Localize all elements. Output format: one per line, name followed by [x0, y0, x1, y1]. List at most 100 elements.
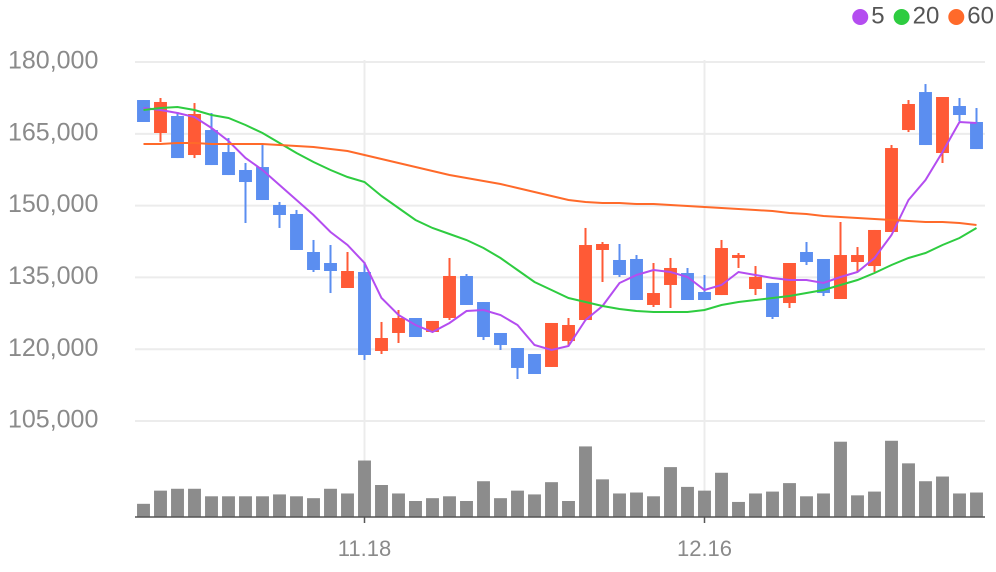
volume-bar [664, 467, 677, 517]
volume-bar [443, 496, 456, 517]
candle-body [392, 318, 405, 333]
ma-line [143, 107, 977, 352]
y-tick-label: 120,000 [8, 334, 98, 362]
candle-body [783, 263, 796, 304]
candle-body [375, 338, 388, 351]
legend-label: 60 [967, 2, 994, 29]
volume-bar [732, 501, 745, 517]
candle-body [851, 255, 864, 263]
volume-bar [137, 503, 150, 517]
volume-bar [817, 493, 830, 517]
volume-bar [851, 495, 864, 517]
volume-bar [613, 493, 626, 517]
volume-bar [970, 492, 983, 517]
candle-body [273, 204, 286, 215]
ma-line [143, 142, 977, 226]
candle-body [511, 348, 524, 368]
volume-bar [579, 446, 592, 517]
x-tick-label: 12.16 [677, 536, 732, 561]
candle-body [528, 354, 541, 375]
volume-bar [494, 498, 507, 517]
candle-body [647, 293, 660, 305]
volume-bar [766, 491, 779, 517]
volume-bar [154, 490, 167, 517]
candle-body [358, 272, 371, 356]
volume-bar [936, 476, 949, 517]
candle-body [596, 244, 609, 250]
volume-bar [460, 501, 473, 517]
volume-bar [239, 496, 252, 517]
volume-bars [137, 440, 983, 517]
candle-body [188, 114, 201, 156]
volume-bar [681, 486, 694, 517]
legend: 60 20 5 [852, 2, 994, 29]
volume-bar [562, 501, 575, 517]
candle-body [477, 302, 490, 338]
candle-body [545, 322, 558, 367]
volume-bar [596, 479, 609, 517]
volume-bar [324, 488, 337, 517]
candle-body [630, 258, 643, 301]
volume-bar [222, 496, 235, 517]
grid [135, 60, 985, 517]
legend-swatch [852, 9, 869, 25]
candle-body [698, 292, 711, 301]
volume-bar [358, 460, 371, 517]
volume-bar [205, 496, 218, 517]
x-tick-label: 11.18 [338, 536, 391, 561]
candles [137, 84, 983, 379]
volume-bar [749, 493, 762, 517]
candle-body [494, 332, 507, 346]
legend-label: 20 [913, 2, 940, 29]
candle-body [256, 167, 269, 201]
volume-bar [392, 493, 405, 517]
candle-body [307, 251, 320, 270]
candle-body [817, 258, 830, 294]
candle-body [205, 130, 218, 166]
candle-body [239, 170, 252, 183]
y-tick-label: 165,000 [8, 118, 98, 146]
legend-label: 5 [871, 2, 884, 29]
volume-bar [528, 494, 541, 517]
volume-bar [647, 496, 660, 517]
volume-bar [698, 490, 711, 517]
axes: 105,000 120,000 135,000 150,000 165,000 180,0… [8, 47, 985, 561]
candle-body [766, 282, 779, 318]
volume-bar [953, 493, 966, 517]
candle-body [613, 259, 626, 276]
volume-bar [783, 483, 796, 517]
volume-bar [256, 496, 269, 517]
moving-averages [143, 105, 978, 352]
volume-bar [273, 494, 286, 517]
y-tick-label: 105,000 [8, 406, 98, 434]
volume-bar [375, 485, 388, 517]
volume-bar [307, 498, 320, 517]
candle-body [970, 121, 983, 150]
candle-body [885, 148, 898, 232]
candle-body [324, 263, 337, 272]
volume-bar [341, 493, 354, 517]
y-tick-label: 150,000 [8, 190, 98, 218]
volume-bar [477, 481, 490, 517]
volume-bar [171, 488, 184, 517]
candle-body [868, 229, 881, 267]
candle-body [732, 255, 745, 258]
volume-bar [290, 496, 303, 517]
volume-bar [426, 498, 439, 517]
volume-bar [409, 501, 422, 517]
volume-bar [188, 488, 201, 517]
volume-bar [885, 440, 898, 517]
candle-body [171, 116, 184, 159]
y-tick-label: 135,000 [8, 262, 98, 290]
candle-body [800, 251, 813, 263]
volume-bar [919, 481, 932, 517]
candle-body [290, 213, 303, 250]
volume-bar [715, 472, 728, 517]
candle-body [715, 248, 728, 296]
candle-body [953, 106, 966, 116]
y-tick-label: 180,000 [8, 47, 98, 75]
candle-body [749, 276, 762, 289]
volume-bar [511, 490, 524, 517]
legend-swatch [948, 9, 965, 25]
